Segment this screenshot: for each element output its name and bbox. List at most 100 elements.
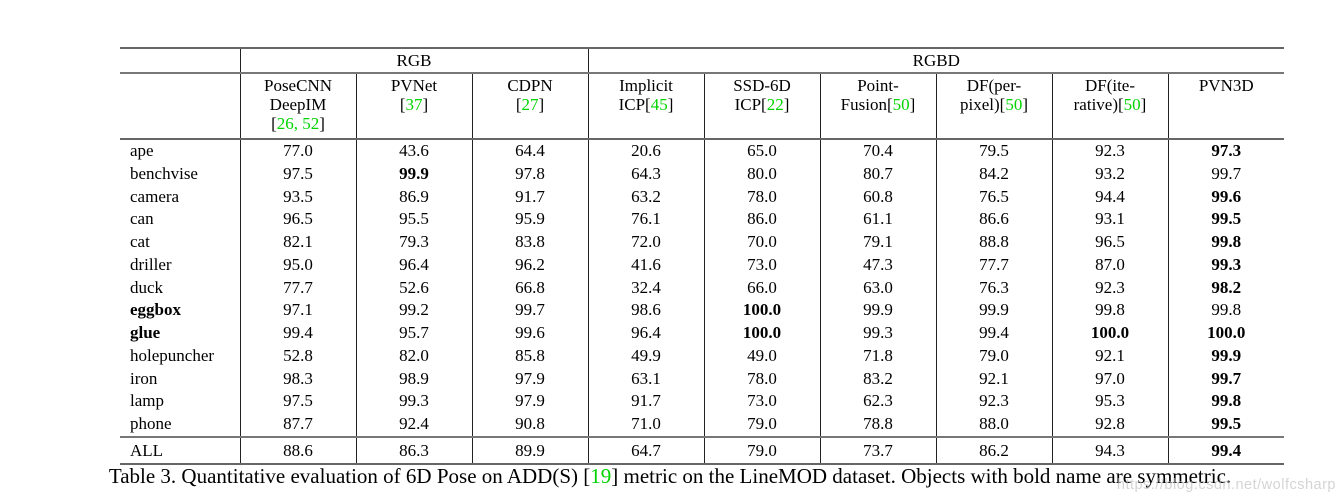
- table-row: glue 99.4 95.7 99.6 96.4 100.0 99.3 99.4 100.0 10…: [120, 322, 1284, 345]
- cell: 97.9: [471, 390, 588, 413]
- cell: 97.9: [471, 367, 588, 391]
- citation-ref: 45: [650, 95, 668, 114]
- cell: 79.0: [703, 435, 820, 465]
- cell: 97.5: [239, 162, 356, 186]
- cell: 78.0: [703, 367, 820, 391]
- cell: 99.8: [1167, 390, 1284, 413]
- cell: 79.1: [819, 231, 936, 254]
- cell: 80.7: [819, 162, 936, 186]
- results-table-foot: ALL 88.6 86.3 89.9 64.7 79.0 73.7 86.2 94.3 99.4: [120, 435, 1284, 465]
- cell: 100.0: [1167, 322, 1284, 345]
- citation-ref: 19: [590, 464, 612, 488]
- cell: 92.3: [935, 390, 1052, 413]
- cell: 99.6: [471, 322, 588, 345]
- cell: 99.7: [1167, 162, 1284, 186]
- cell: 76.5: [935, 185, 1052, 209]
- cell: 52.6: [355, 276, 472, 300]
- cell: 99.7: [471, 299, 588, 322]
- cell: 66.0: [703, 276, 820, 300]
- table-row: duck 77.7 52.6 66.8 32.4 66.0 63.0 76.3 92.3 98.2: [120, 276, 1284, 300]
- cell: 78.8: [819, 413, 936, 437]
- cell: 61.1: [819, 208, 936, 231]
- cell: 93.1: [1051, 208, 1168, 231]
- row-label: eggbox: [130, 300, 181, 320]
- cell: 95.9: [471, 208, 588, 231]
- cell: 86.6: [935, 208, 1052, 231]
- cell: 99.3: [1167, 253, 1284, 277]
- cell: 85.8: [471, 344, 588, 368]
- cell: 79.0: [703, 413, 820, 437]
- cell: 99.4: [1167, 435, 1284, 465]
- cell: 92.4: [355, 413, 472, 437]
- cell: 49.9: [587, 344, 704, 368]
- column-header-posecnn-deepim: PoseCNN DeepIM [26, 52]: [239, 73, 356, 140]
- cell: 96.2: [471, 253, 588, 277]
- cell: 87.0: [1051, 253, 1168, 277]
- cell: 82.0: [355, 344, 472, 368]
- cell: 97.5: [239, 390, 356, 413]
- citation-ref: 37: [405, 95, 423, 114]
- cell: 63.1: [587, 367, 704, 391]
- cell: 65.0: [703, 139, 820, 163]
- cell: 79.5: [935, 139, 1052, 163]
- cell: 92.3: [1051, 276, 1168, 300]
- table-row: lamp 97.5 99.3 97.9 91.7 73.0 62.3 92.3 95.3 99.8: [120, 390, 1284, 413]
- cell: 99.8: [1167, 231, 1284, 254]
- group-header-rgb: RGB: [239, 47, 588, 74]
- cell: 80.0: [703, 162, 820, 186]
- results-table: RGB RGBD PoseCNN DeepIM [26, 52] PVNet [37] CDP…: [120, 47, 1284, 465]
- cell: 95.0: [239, 253, 356, 277]
- column-header-point-fusion: Point- Fusion[50]: [819, 73, 936, 140]
- cell: 92.3: [1051, 139, 1168, 163]
- row-label: can: [130, 209, 154, 229]
- cell: 63.2: [587, 185, 704, 209]
- cell: 79.3: [355, 231, 472, 254]
- cell: 99.3: [819, 322, 936, 345]
- cell: 20.6: [587, 139, 704, 163]
- column-header-cdpn: CDPN [27]: [471, 73, 588, 140]
- cell: 83.2: [819, 367, 936, 391]
- row-label: driller: [130, 254, 172, 274]
- cell: 77.7: [239, 276, 356, 300]
- cell: 64.3: [587, 162, 704, 186]
- row-label: phone: [130, 414, 172, 433]
- cell: 77.0: [239, 139, 356, 163]
- cell: 99.5: [1167, 413, 1284, 437]
- cell: 89.9: [471, 435, 588, 465]
- table-row: phone 87.7 92.4 90.8 71.0 79.0 78.8 88.0 92.8 99.…: [120, 413, 1284, 437]
- table-row: driller 95.0 96.4 96.2 41.6 73.0 47.3 77.7 87.0 9…: [120, 253, 1284, 277]
- cell: 47.3: [819, 253, 936, 277]
- results-table-body: ape 77.0 43.6 64.4 20.6 65.0 70.4 79.5 92.3 97.3 b…: [120, 139, 1284, 437]
- cell: 100.0: [703, 299, 820, 322]
- cell: 73.0: [703, 253, 820, 277]
- cell: 99.6: [1167, 185, 1284, 209]
- cell: 63.0: [819, 276, 936, 300]
- cell: 73.0: [703, 390, 820, 413]
- cell: 88.0: [935, 413, 1052, 437]
- cell: 94.4: [1051, 185, 1168, 209]
- table-row: holepuncher 52.8 82.0 85.8 49.9 49.0 71.8 79.0 9…: [120, 344, 1284, 368]
- cell: 96.4: [355, 253, 472, 277]
- citation-ref: 22: [766, 95, 784, 114]
- row-label: cat: [130, 232, 150, 251]
- cell: 77.7: [935, 253, 1052, 277]
- row-label: camera: [130, 186, 180, 206]
- cell: 49.0: [703, 344, 820, 368]
- cell: 95.3: [1051, 390, 1168, 413]
- table-row: camera 93.5 86.9 91.7 63.2 78.0 60.8 76.5 94.4 99…: [120, 185, 1284, 209]
- citation-ref: 50: [892, 95, 910, 114]
- cell: 84.2: [935, 162, 1052, 186]
- cell: 43.6: [355, 139, 472, 163]
- results-table-head: RGB RGBD PoseCNN DeepIM [26, 52] PVNet [37] CDP…: [120, 47, 1284, 140]
- cell: 41.6: [587, 253, 704, 277]
- column-header-empty: [120, 73, 240, 140]
- cell: 79.0: [935, 344, 1052, 368]
- column-header-pvnet: PVNet [37]: [355, 73, 472, 140]
- cell: 97.0: [1051, 367, 1168, 391]
- table-row: can 96.5 95.5 95.9 76.1 86.0 61.1 86.6 93.1 99.5: [120, 208, 1284, 231]
- cell: 70.0: [703, 231, 820, 254]
- row-label: holepuncher: [130, 345, 215, 365]
- table-row: eggbox 97.1 99.2 99.7 98.6 100.0 99.9 99.9 99.8 9…: [120, 299, 1284, 322]
- cell: 99.3: [355, 390, 472, 413]
- row-label: benchvise: [130, 163, 198, 183]
